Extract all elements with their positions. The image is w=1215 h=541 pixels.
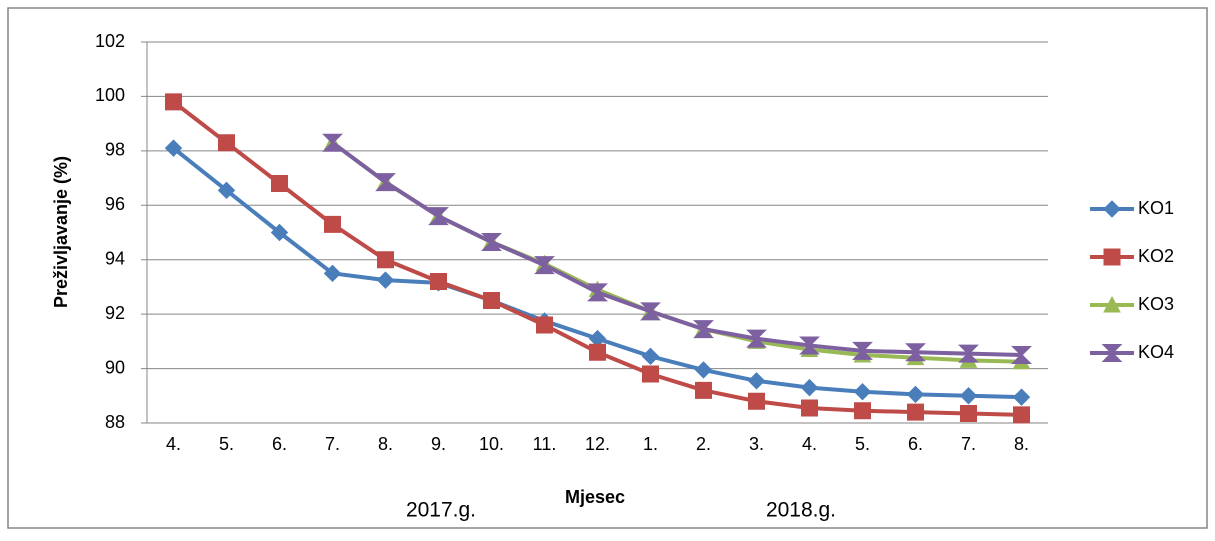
legend-label: KO1: [1138, 198, 1174, 218]
chart-border: [7, 7, 1208, 529]
data-marker: [1011, 345, 1032, 364]
x-tick-label: 9.: [431, 434, 446, 454]
x-tick-label: 8.: [378, 434, 393, 454]
data-marker: [324, 215, 341, 233]
x-tick-label: 3.: [749, 434, 764, 454]
y-tick-label: 98: [105, 140, 125, 160]
data-marker: [481, 233, 502, 252]
data-marker: [641, 347, 660, 366]
data-marker: [800, 378, 819, 397]
data-marker: [323, 264, 342, 283]
x-tick-label: 10.: [479, 434, 504, 454]
x-tick-label: 4.: [166, 434, 181, 454]
x-tick-label: 2.: [696, 434, 711, 454]
annotation: 2017.g.: [406, 499, 476, 522]
x-tick-label: 6.: [908, 434, 923, 454]
legend-marker: [1103, 200, 1121, 218]
data-marker: [748, 392, 765, 410]
data-marker: [746, 329, 767, 348]
data-marker: [642, 365, 659, 383]
x-tick-label: 12.: [585, 434, 610, 454]
data-marker: [853, 382, 872, 401]
y-axis-label: Preživljavanje (%): [51, 156, 71, 308]
x-tick-label: 6.: [272, 434, 287, 454]
y-tick-label: 94: [105, 248, 125, 268]
legend-marker: [1103, 295, 1121, 313]
data-marker: [270, 223, 289, 242]
data-marker: [959, 387, 978, 405]
data-marker: [376, 271, 395, 289]
data-marker: [852, 341, 873, 360]
data-marker: [483, 292, 500, 310]
data-marker: [960, 404, 977, 422]
data-marker: [164, 139, 183, 157]
data-marker: [695, 381, 712, 399]
series-line: [331, 141, 1022, 357]
data-marker: [854, 402, 871, 420]
data-marker: [693, 320, 714, 339]
y-tick-label: 100: [95, 85, 125, 105]
data-marker: [322, 133, 343, 152]
data-marker: [799, 336, 820, 355]
legend-label: KO4: [1138, 342, 1174, 362]
x-axis-label: Mjesec: [565, 487, 625, 507]
data-marker: [1013, 406, 1030, 424]
data-marker: [906, 385, 925, 404]
annotation: 2018.g.: [766, 499, 836, 522]
data-marker: [907, 403, 924, 421]
x-tick-label: 7.: [961, 434, 976, 454]
y-tick-label: 92: [105, 303, 125, 323]
data-marker: [534, 256, 555, 275]
data-marker: [694, 361, 713, 379]
data-marker: [801, 399, 818, 417]
data-marker: [218, 134, 235, 152]
data-marker: [587, 283, 608, 302]
data-marker: [1012, 388, 1031, 406]
data-marker: [377, 251, 394, 269]
x-tick-label: 11.: [533, 434, 557, 454]
y-tick-label: 90: [105, 357, 125, 377]
data-marker: [905, 343, 926, 362]
x-tick-label: 1.: [643, 434, 658, 454]
x-tick-label: 4.: [802, 434, 817, 454]
legend-label: KO2: [1138, 246, 1174, 266]
data-marker: [271, 175, 288, 193]
legend-label: KO3: [1138, 294, 1174, 314]
legend-marker: [1101, 344, 1123, 362]
data-marker: [165, 93, 182, 111]
data-marker: [536, 316, 553, 334]
data-marker: [640, 302, 661, 321]
data-marker: [430, 272, 447, 290]
data-marker: [428, 207, 449, 226]
data-marker: [958, 344, 979, 363]
legend-marker: [1103, 248, 1121, 266]
data-marker: [747, 372, 766, 390]
x-tick-label: 5.: [855, 434, 870, 454]
x-tick-label: 7.: [325, 434, 340, 454]
y-tick-label: 88: [105, 412, 125, 432]
y-tick-label: 102: [95, 31, 125, 51]
data-marker: [217, 181, 236, 200]
x-tick-label: 8.: [1014, 434, 1029, 454]
y-tick-label: 96: [105, 194, 125, 214]
data-marker: [589, 343, 606, 361]
data-marker: [375, 173, 396, 192]
x-tick-label: 5.: [219, 434, 234, 454]
